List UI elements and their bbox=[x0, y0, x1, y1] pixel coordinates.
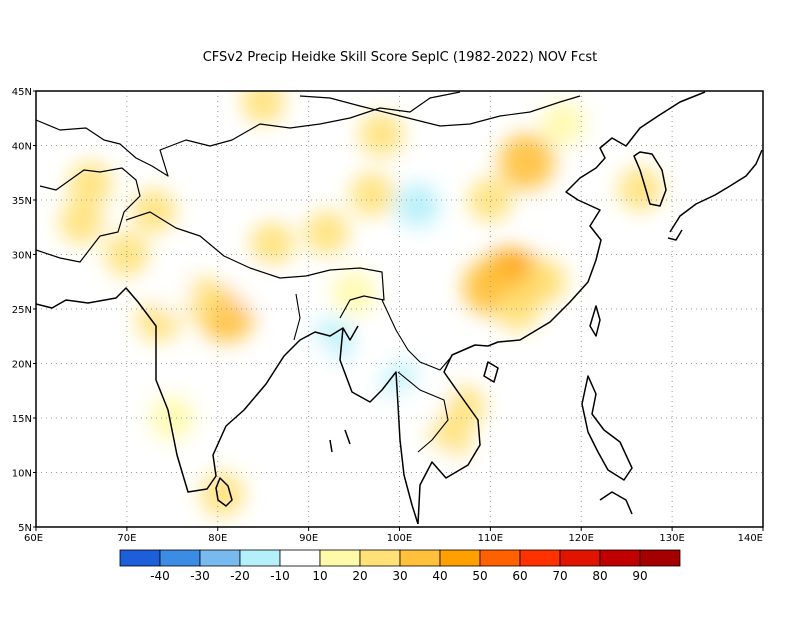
border-pakistan bbox=[36, 167, 141, 263]
colorbar-label: 80 bbox=[592, 569, 607, 583]
lat-tick-label: 5N bbox=[18, 523, 32, 534]
colorbar-swatch bbox=[199, 549, 241, 567]
gridlines bbox=[36, 91, 763, 527]
lon-tick-label: 100E bbox=[387, 533, 412, 544]
lat-tick-label: 40N bbox=[12, 142, 32, 153]
lon-tick-label: 60E bbox=[24, 533, 43, 544]
coastline-sri-lanka bbox=[215, 477, 233, 507]
field-cell bbox=[495, 287, 540, 331]
field-cell bbox=[59, 199, 104, 244]
field-cell bbox=[132, 188, 177, 233]
field-cell bbox=[150, 270, 195, 315]
lat-tick-label: 10N bbox=[12, 469, 32, 480]
coastline-japan bbox=[669, 149, 763, 233]
coastline-hainan bbox=[483, 361, 499, 383]
field-cell bbox=[200, 472, 245, 517]
coastline-india bbox=[36, 287, 359, 493]
colorbar-label: -10 bbox=[270, 569, 290, 583]
colorbar-label: 20 bbox=[352, 569, 367, 583]
colorbar-label: 60 bbox=[512, 569, 527, 583]
coastline-indochina-east bbox=[417, 91, 706, 525]
border-himalaya bbox=[125, 211, 385, 319]
coastlines bbox=[36, 91, 763, 525]
field-cell bbox=[468, 178, 513, 222]
colorbar-label: -30 bbox=[190, 569, 210, 583]
field-cell bbox=[232, 265, 277, 310]
lon-tick-label: 80E bbox=[208, 533, 227, 544]
skill-score-field bbox=[59, 91, 676, 517]
colorbar-swatch bbox=[599, 549, 641, 567]
colorbar-swatch bbox=[359, 549, 401, 567]
colorbar-swatch bbox=[479, 549, 521, 567]
field-cell bbox=[241, 91, 286, 124]
border-indochina bbox=[293, 293, 453, 453]
field-cell bbox=[541, 101, 586, 146]
lon-tick-label: 140E bbox=[738, 533, 763, 544]
colorbar-label: 70 bbox=[552, 569, 567, 583]
axis-tick-labels: 60E 70E 80E 90E 100E 110E 120E 130E 140E 5N 10N 15N… bbox=[12, 87, 764, 544]
colorbar-swatch bbox=[639, 549, 681, 567]
field-cell bbox=[68, 161, 113, 206]
lat-tick-label: 15N bbox=[12, 414, 32, 425]
colorbar-swatch bbox=[159, 549, 201, 567]
colorbar-swatch bbox=[279, 549, 321, 567]
coastline-philippines bbox=[581, 375, 633, 481]
lat-tick-label: 45N bbox=[12, 87, 32, 98]
border-mongolia bbox=[299, 95, 581, 127]
field-cell bbox=[150, 396, 195, 440]
coastline-islands-south bbox=[329, 429, 633, 515]
coastline-indochina-west bbox=[339, 327, 419, 525]
colorbar-label: -20 bbox=[230, 569, 250, 583]
colorbar-swatch bbox=[239, 549, 281, 567]
field-cell bbox=[186, 112, 231, 157]
field-cell bbox=[395, 183, 440, 228]
field-cell bbox=[359, 112, 404, 157]
colorbar-label: 40 bbox=[432, 569, 447, 583]
lon-tick-label: 110E bbox=[478, 533, 503, 544]
colorbar-label: 50 bbox=[472, 569, 487, 583]
colorbar-swatch bbox=[119, 549, 161, 567]
map-title: CFSv2 Precip Heidke Skill Score SepIC (1… bbox=[202, 50, 598, 65]
field-cell bbox=[350, 172, 395, 217]
colorbar: -40 -30 -20 -10 10 20 30 40 50 60 70 80 90 bbox=[119, 549, 681, 583]
lat-tick-label: 20N bbox=[12, 360, 32, 371]
coastline-korea bbox=[633, 151, 667, 207]
field-cell bbox=[250, 221, 295, 266]
field-cell bbox=[250, 161, 295, 206]
lon-tick-label: 90E bbox=[299, 533, 318, 544]
lon-tick-label: 130E bbox=[659, 533, 684, 544]
colorbar-swatch bbox=[559, 549, 601, 567]
colorbar-swatch bbox=[519, 549, 561, 567]
colorbar-swatch bbox=[399, 549, 441, 567]
lat-tick-label: 25N bbox=[12, 305, 32, 316]
field-cell bbox=[304, 210, 349, 255]
lon-tick-label: 70E bbox=[117, 533, 136, 544]
field-cell bbox=[291, 336, 336, 381]
field-cell bbox=[631, 91, 676, 119]
colorbar-swatch bbox=[319, 549, 361, 567]
lat-tick-label: 30N bbox=[12, 251, 32, 262]
field-cell bbox=[409, 368, 454, 413]
colorbar-label: -40 bbox=[150, 569, 170, 583]
colorbar-label: 10 bbox=[312, 569, 327, 583]
field-cell bbox=[522, 259, 567, 304]
colorbar-label: 30 bbox=[392, 569, 407, 583]
lat-tick-label: 35N bbox=[12, 196, 32, 207]
field-cell bbox=[498, 133, 555, 190]
coastline-taiwan bbox=[589, 305, 601, 337]
colorbar-label: 90 bbox=[632, 569, 647, 583]
coastline-japan-south bbox=[667, 229, 683, 241]
field-cell bbox=[386, 254, 431, 299]
field-cell bbox=[332, 270, 377, 315]
colorbar-swatch bbox=[439, 549, 481, 567]
lon-tick-label: 120E bbox=[569, 533, 594, 544]
